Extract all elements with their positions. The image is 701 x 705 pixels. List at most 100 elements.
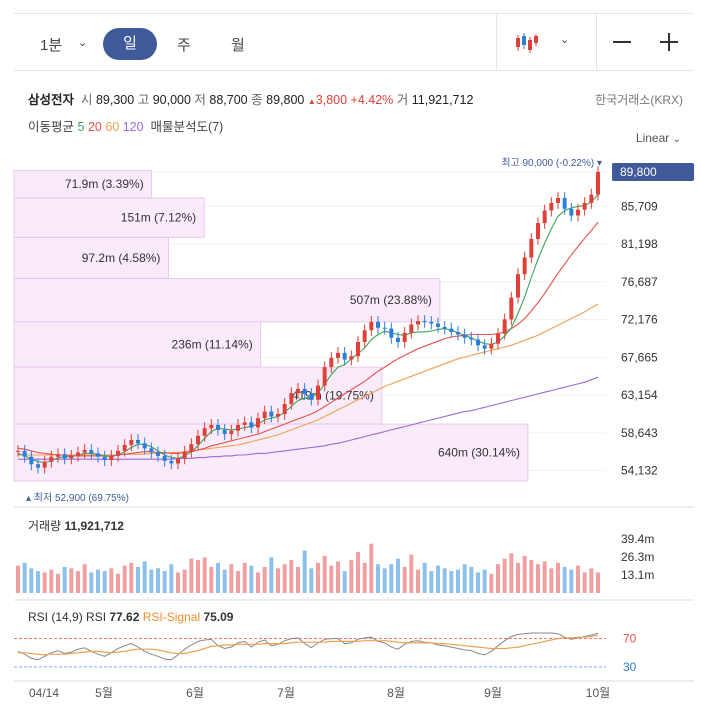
candle-body [62,454,67,459]
ma-label: 이동평균 [28,120,75,134]
candle-body [389,328,394,338]
volume-bar [142,561,147,593]
candle-body [522,257,527,275]
ma-legend[interactable]: 이동평균 5 20 60 120 매물분석도(7) [28,116,223,135]
volume-bar [129,562,134,593]
volume-bar [189,558,194,593]
interval-minute[interactable]: 1분 [40,37,63,54]
tab-week[interactable]: 주 [177,37,191,54]
volume-bar [56,573,60,593]
volume-bar [49,569,54,593]
rsi-value-label: RSI [86,610,109,624]
low-marker: ▴ 최저 52,900 (69.75%) [26,492,129,504]
volume-bar [202,557,207,593]
candle-body [342,352,347,360]
stock-name: 삼성전자 [28,93,75,107]
candle-body [429,321,434,324]
volume-bar [482,569,487,593]
volume-bar [276,568,280,593]
candle-body [169,460,174,464]
candle-body [29,456,34,465]
volume-bar [69,568,74,593]
volume-bar [229,564,234,593]
x-axis-label: 8월 [387,686,405,700]
volume-bar [309,568,314,593]
candle-body [549,202,554,211]
candle-body [116,450,120,456]
volume-profile-label: 640m (30.14%) [438,446,520,460]
price-axis-label: 67,665 [621,350,658,364]
volume-bar [62,566,67,593]
candle-body [269,411,274,417]
candle-body [409,324,414,333]
candle-body [369,321,374,331]
volume-bar [396,558,400,593]
volume-bar [76,571,80,593]
candle-body [309,393,314,400]
volume-axis-label: 39.4m [621,532,654,546]
candle-body [569,208,574,216]
volume-bar [582,572,587,593]
rsi-signal-label: RSI-Signal [143,610,204,624]
x-axis-label: 10월 [586,686,610,700]
chevron-down-icon[interactable]: ⌄ [78,37,88,49]
price-axis-label: 72,176 [621,313,658,327]
volume-bar [162,571,167,593]
volume-bar [102,571,107,593]
zoom-out-icon[interactable] [613,41,631,43]
candle-body [36,464,40,468]
low-label: 저 [194,93,206,107]
volume-bar [516,562,520,593]
volume-bar [16,565,20,593]
close-value: 89,800 [266,93,305,107]
ma-20: 20 [87,120,102,134]
candle-body [142,443,147,449]
volume-title-value: 11,921,712 [64,519,124,533]
candle-body [442,326,447,329]
candle-body [162,455,167,461]
volume-bar [442,568,447,593]
volume-profile-bar [13,236,169,279]
open-label: 시 [80,93,93,107]
candle-body [109,455,114,461]
candle-body [216,424,220,430]
candle-body [362,330,367,342]
volume-bar [462,564,467,593]
volume-bar [42,572,47,593]
candle-body [42,461,47,468]
volume-bar [449,571,454,593]
volume-label: 거 [396,93,409,107]
chart-type-chevron-icon[interactable]: ⌄ [560,34,570,46]
candlestick-type-icon[interactable] [514,32,540,54]
candle-body [236,424,240,431]
tab-month[interactable]: 월 [231,37,245,54]
scale-selector[interactable]: Linear ⌄ [636,131,681,145]
moving-average-ma5-line [17,194,599,464]
candle-body [562,197,567,209]
divider [496,14,497,70]
volume-bar [489,573,494,593]
volume-bar [236,571,240,593]
candle-body [22,450,27,457]
volume-bar [429,571,434,593]
zoom-in-icon[interactable] [660,33,678,51]
volume-bar [556,562,560,593]
candle-body [502,319,507,334]
rsi-value: 77.62 [109,610,142,624]
candle-body [482,345,487,349]
volume-bar [436,565,440,593]
volume-bar [82,564,87,593]
exchange-name: 한국거래소(KRX) [595,93,683,107]
tab-day[interactable]: 일 [103,28,157,60]
candle-body [56,454,60,457]
x-axis-label: 04/14 [29,686,59,700]
toolbar: 1분 ⌄ 일 주 월 ⌄ [14,13,694,71]
candle-body [422,321,427,323]
volume-bar [249,565,254,593]
candle-body [202,428,207,436]
volume-bar [316,562,320,593]
candle-body [276,414,280,417]
volume-bar [89,572,94,593]
volume-bar [509,553,514,593]
